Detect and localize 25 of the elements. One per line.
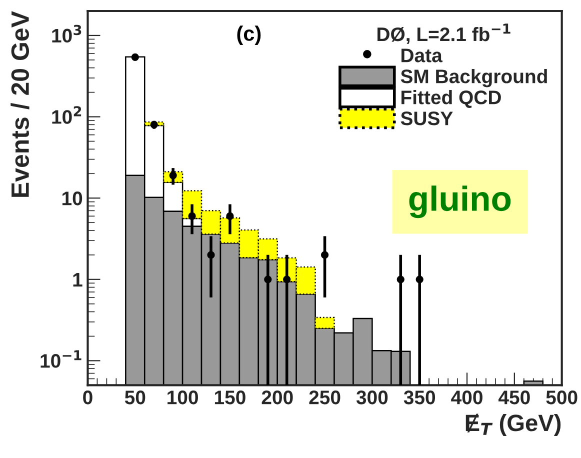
x-tick-label: 450	[498, 390, 530, 404]
annotation: gluino	[409, 186, 511, 218]
x-tick-label: 50	[124, 390, 146, 404]
x-tick-label: 250	[309, 390, 340, 404]
x-tick-label: 150	[214, 390, 246, 404]
annotation: (c)	[237, 26, 261, 46]
y-tick-label: 1	[73, 273, 82, 286]
x-tick-label: 200	[262, 390, 293, 404]
y-tick-label: 10$^{−1}$	[40, 350, 82, 368]
x-axis-title: Ɇ$_{T}$ (GeV)	[466, 414, 561, 436]
x-tick-label: 350	[404, 390, 436, 404]
x-tick-label: 400	[451, 390, 482, 404]
x-tick-label: 300	[356, 390, 388, 404]
legend-label: SM Background	[400, 68, 547, 88]
legend-label: SUSY	[400, 111, 453, 126]
legend-title: DØ, L=2.1 fb$^{−1}$	[378, 24, 510, 44]
x-tick-label: 100	[168, 390, 198, 404]
y-tick-label: 10	[62, 192, 82, 206]
y-tick-label: 10$^{3}$	[52, 24, 82, 43]
legend-label: Fitted QCD	[402, 90, 501, 108]
x-tick-label: 0	[83, 390, 92, 404]
legend-label: Data	[402, 48, 442, 62]
y-tick-label: 10$^{2}$	[52, 106, 82, 124]
y-axis-title: Events / 20 GeV	[10, 11, 30, 197]
x-tick-label: 500	[546, 390, 578, 404]
